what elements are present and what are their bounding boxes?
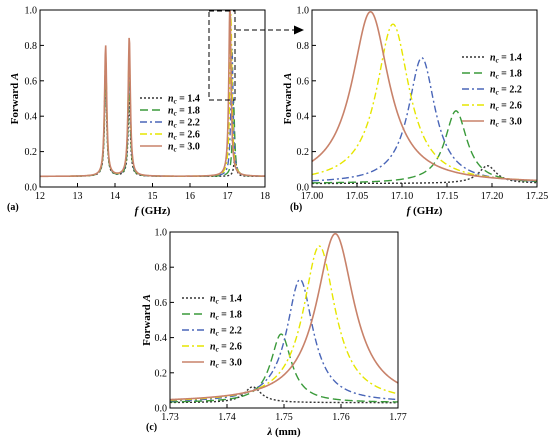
legend-entry: nc = 1.4 <box>490 53 522 65</box>
legend: nc = 1.4 nc = 1.8 nc = 2.2 nc = 2.6 nc = 3.0 <box>182 294 242 370</box>
legend-entry: nc = 1.4 <box>168 94 200 106</box>
y-axis-label: Forward A <box>9 73 21 125</box>
series-group <box>312 10 537 185</box>
x-tick-label: 1.75 <box>275 412 293 423</box>
x-tick-label: 17.15 <box>436 191 459 202</box>
legend-entry: nc = 1.8 <box>490 69 522 81</box>
x-tick-label: 17.00 <box>301 191 324 202</box>
arrow-head-icon <box>294 25 304 35</box>
y-tick-label: 0.2 <box>297 147 310 158</box>
legend-entry: nc = 2.2 <box>168 118 200 130</box>
y-tick-label: 0.4 <box>297 112 310 123</box>
x-tick-label: 16 <box>185 191 195 202</box>
panel-label: (a) <box>7 202 19 213</box>
y-tick-label: 0.0 <box>155 404 168 415</box>
legend-entry: nc = 2.6 <box>490 101 522 113</box>
y-tick-label: 0.2 <box>25 147 38 158</box>
plot-frame <box>311 9 538 188</box>
y-tick-label: 1.0 <box>155 228 168 239</box>
y-axis-label: Forward A <box>282 73 294 125</box>
panel-label: (b) <box>290 202 302 213</box>
legend: nc = 1.4 nc = 1.8 nc = 2.2 nc = 2.6 nc = 3.0 <box>462 53 522 129</box>
y-tick-label: 1.0 <box>297 6 310 17</box>
x-tick-label: 12 <box>35 191 45 202</box>
y-tick-label: 0.4 <box>25 112 38 123</box>
x-tick-label: 17 <box>223 191 233 202</box>
x-tick-label: 17.05 <box>346 191 369 202</box>
x-axis-label: λ (mm) <box>266 426 301 438</box>
y-tick-label: 0.2 <box>155 368 168 379</box>
panel-0: 12 13 14 15 16 17 18 0.0 0.2 0.4 0.6 0.8 1.0 f (GHz) F… <box>7 6 304 217</box>
x-tick-label: 17.10 <box>391 191 414 202</box>
x-tick-label: 1.74 <box>218 412 236 423</box>
legend-entry: nc = 2.6 <box>210 342 242 354</box>
legend-entry: nc = 2.6 <box>168 130 200 142</box>
series-group <box>40 10 265 178</box>
panel-1: 17.00 17.05 17.10 17.15 17.20 17.25 0.0 0.2 0.4 0… <box>282 6 548 218</box>
x-tick-label: 1.76 <box>332 412 350 423</box>
legend-entry: nc = 1.4 <box>210 294 242 306</box>
x-tick-label: 1.77 <box>389 412 407 423</box>
panel-label: (c) <box>146 422 157 433</box>
y-tick-label: 0.0 <box>25 183 38 194</box>
legend-entry: nc = 3.0 <box>168 142 200 154</box>
series-line-4 <box>312 10 537 182</box>
y-tick-label: 0.4 <box>155 333 168 344</box>
x-tick-label: 15 <box>148 191 158 202</box>
x-tick-label: 17.20 <box>481 191 504 202</box>
legend-entry: nc = 3.0 <box>210 358 242 370</box>
legend-entry: nc = 3.0 <box>490 117 522 129</box>
zoom-box <box>208 10 236 101</box>
x-axis-label: f (GHz) <box>135 205 171 217</box>
y-tick-label: 0.6 <box>25 76 38 87</box>
y-axis-label: Forward A <box>141 294 153 346</box>
series-line-1 <box>312 110 537 184</box>
x-axis-label: f (GHz) <box>407 205 443 217</box>
series-line-1 <box>170 333 398 403</box>
plot-frame <box>169 231 399 409</box>
series-line-3 <box>170 245 398 401</box>
legend-entry: nc = 2.2 <box>210 326 242 338</box>
series-group <box>170 232 398 404</box>
x-tick-label: 17.25 <box>526 191 549 202</box>
x-tick-label: 18 <box>260 191 270 202</box>
y-tick-label: 0.8 <box>25 41 38 52</box>
y-tick-label: 0.0 <box>297 183 310 194</box>
x-tick-label: 14 <box>110 191 120 202</box>
legend-entry: nc = 2.2 <box>490 85 522 97</box>
legend-entry: nc = 1.8 <box>210 310 242 322</box>
y-tick-label: 1.0 <box>25 6 38 17</box>
legend: nc = 1.4nc = 1.8nc = 2.2nc = 2.6nc = 3.0 <box>140 94 200 154</box>
series-line-2 <box>170 278 398 402</box>
series-line-0 <box>312 165 537 185</box>
series-line-4 <box>170 232 398 401</box>
x-tick-label: 13 <box>73 191 83 202</box>
legend-entry: nc = 1.8 <box>168 106 200 118</box>
y-tick-label: 0.8 <box>155 263 168 274</box>
y-tick-label: 0.6 <box>155 298 168 309</box>
y-tick-label: 0.6 <box>297 76 310 87</box>
panel-2: 1.73 1.74 1.75 1.76 1.77 0.0 0.2 0.4 0.6 0.8 1.0 λ … <box>141 228 407 439</box>
x-tick-label: 1.73 <box>161 412 179 423</box>
series-line-4 <box>40 10 265 178</box>
y-tick-label: 0.8 <box>297 41 310 52</box>
